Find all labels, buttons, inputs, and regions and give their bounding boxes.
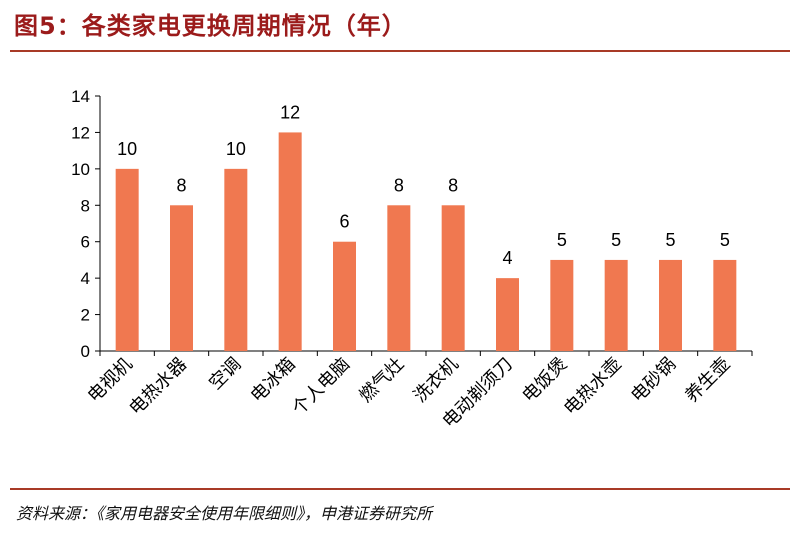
source-divider [10, 488, 790, 490]
bar [333, 241, 356, 351]
data-label: 4 [502, 248, 512, 268]
x-category-label: 洗衣机 [410, 354, 463, 407]
bar [224, 168, 248, 351]
source-note: 资料来源：《家用电器安全使用年限细则》，申港证券研究所 [16, 504, 433, 523]
data-label: 5 [611, 230, 621, 250]
data-label: 8 [176, 175, 186, 195]
data-label: 12 [280, 102, 300, 122]
x-category-label: 电热水器 [125, 354, 191, 420]
bar [713, 259, 737, 351]
y-tick-label: 10 [71, 160, 90, 179]
y-tick-label: 0 [81, 342, 90, 361]
bar [550, 259, 574, 351]
bar [278, 132, 302, 351]
bar [659, 259, 682, 351]
x-category-label: 燃气灶 [355, 354, 408, 407]
y-tick-label: 14 [71, 87, 90, 106]
data-label: 8 [394, 175, 404, 195]
bar-chart: 0 2 4 6 8 10 12 14 10 电视机 8 电热水器 10 空调 12 电冰箱 6 个人电脑 8 燃气灶 8… [71, 87, 753, 432]
x-category-label: 空调 [205, 354, 245, 394]
bar [387, 205, 411, 351]
data-label: 5 [557, 230, 567, 250]
x-category-label: 电饭煲 [518, 354, 571, 407]
data-label: 8 [448, 175, 458, 195]
title-divider [10, 50, 790, 52]
bar [604, 259, 628, 351]
bar [115, 168, 139, 351]
figure-title: 图5：各类家电更换周期情况（年） [14, 12, 407, 40]
x-category-label: 养生壶 [681, 354, 734, 407]
data-label: 5 [720, 230, 730, 250]
data-label: 10 [117, 139, 137, 159]
x-category-label: 电视机 [84, 354, 137, 407]
y-tick-label: 4 [81, 269, 90, 288]
y-tick-label: 12 [71, 123, 90, 142]
bar [496, 278, 519, 351]
y-tick-label: 6 [81, 233, 90, 252]
x-category-label: 电冰箱 [247, 354, 300, 407]
x-category-label: 个人电脑 [288, 354, 354, 420]
x-category-label: 电热水壶 [560, 354, 626, 420]
bar [441, 205, 465, 351]
y-tick-label: 2 [81, 306, 90, 325]
bar [170, 205, 193, 351]
x-category-label: 电砂锅 [627, 354, 680, 407]
y-tick-label: 8 [81, 196, 90, 215]
data-label: 5 [665, 230, 675, 250]
data-label: 6 [339, 212, 349, 232]
data-label: 10 [226, 139, 246, 159]
